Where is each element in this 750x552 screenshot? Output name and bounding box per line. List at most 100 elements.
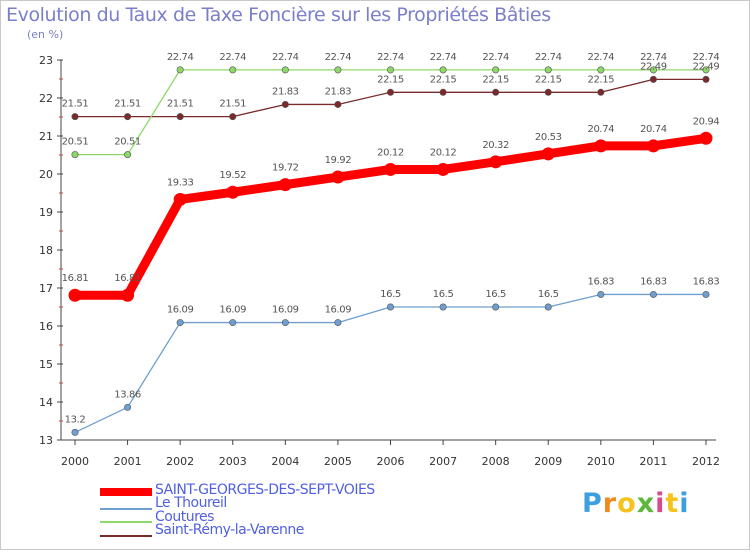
data-point — [226, 185, 240, 199]
data-label: 22.74 — [640, 52, 667, 63]
data-point — [597, 66, 605, 74]
x-tick-label: 2005 — [324, 455, 352, 468]
data-point — [278, 178, 292, 192]
data-point — [229, 319, 237, 327]
data-label: 16.09 — [167, 305, 194, 316]
data-point — [702, 75, 710, 83]
data-label: 22.74 — [588, 52, 615, 63]
x-tick-label: 2004 — [271, 455, 299, 468]
data-label: 21.83 — [325, 86, 352, 97]
data-point — [281, 319, 289, 327]
x-tick-label: 2009 — [534, 455, 562, 468]
legend-swatch-saint-georges — [100, 488, 152, 496]
data-point — [489, 155, 503, 169]
data-point — [544, 88, 552, 96]
data-point — [334, 319, 342, 327]
data-label: 22.74 — [693, 52, 720, 63]
logo-letter: i — [655, 488, 666, 519]
data-point — [702, 66, 710, 74]
data-point — [439, 66, 447, 74]
data-label: 16.09 — [325, 305, 352, 316]
y-tick-label: 18 — [39, 244, 53, 257]
y-tick-label: 22 — [39, 92, 53, 105]
data-label: 13.86 — [114, 389, 141, 400]
chart-subtitle: (en %) — [27, 28, 64, 41]
data-label: 21.51 — [167, 99, 194, 110]
data-point — [436, 162, 450, 176]
x-tick-label: 2008 — [482, 455, 510, 468]
data-point — [699, 131, 713, 145]
y-tick-label: 15 — [39, 358, 53, 371]
data-label: 16.5 — [380, 289, 401, 300]
data-point — [176, 66, 184, 74]
data-label: 16.5 — [538, 289, 559, 300]
data-label: 16.83 — [693, 276, 720, 287]
logo-letter: x — [636, 488, 656, 519]
logo-letter: i — [679, 488, 690, 519]
x-tick-label: 2003 — [219, 455, 247, 468]
y-tick-label: 13 — [39, 434, 53, 447]
data-point — [71, 428, 79, 436]
data-point — [646, 139, 660, 153]
data-label: 22.74 — [325, 52, 352, 63]
data-label: 16.83 — [640, 276, 667, 287]
data-point — [649, 290, 657, 298]
x-tick-label: 2007 — [429, 455, 457, 468]
data-label: 22.15 — [430, 74, 457, 85]
data-point — [544, 303, 552, 311]
legend-swatch-saint-remy — [100, 535, 152, 537]
data-label: 19.72 — [272, 163, 299, 174]
x-tick-label: 2012 — [692, 455, 720, 468]
data-label: 22.49 — [640, 61, 667, 72]
data-point — [121, 288, 135, 302]
data-label: 20.12 — [377, 147, 404, 158]
data-label: 21.51 — [62, 99, 89, 110]
legend-swatch-coutures — [100, 521, 152, 523]
x-tick-label: 2002 — [166, 455, 194, 468]
data-label: 22.74 — [167, 52, 194, 63]
data-label: 19.33 — [167, 177, 194, 188]
proxiti-logo: Proxiti — [582, 488, 690, 519]
data-label: 16.5 — [433, 289, 454, 300]
logo-letter: P — [582, 488, 603, 519]
logo-letter: t — [665, 488, 680, 519]
data-label: 21.83 — [272, 86, 299, 97]
data-point — [281, 100, 289, 108]
data-label: 22.74 — [535, 52, 562, 63]
data-point — [124, 113, 132, 121]
data-point — [229, 66, 237, 74]
data-label: 19.52 — [219, 170, 246, 181]
data-label: 21.51 — [114, 99, 141, 110]
y-tick-label: 14 — [39, 396, 53, 409]
y-tick-label: 16 — [39, 320, 53, 333]
data-label: 19.92 — [325, 155, 352, 166]
y-tick-label: 19 — [39, 206, 53, 219]
data-label: 16.81 — [62, 273, 89, 284]
data-point — [384, 162, 397, 176]
axes: 13 14 15 16 17 18 19 20 21 22 23 2000 2001 2002 2003 20… — [39, 54, 720, 468]
data-label: 20.32 — [482, 140, 509, 151]
data-point — [124, 403, 132, 411]
data-point — [594, 139, 608, 153]
data-label: 20.74 — [588, 124, 615, 135]
data-label: 16.09 — [219, 305, 246, 316]
data-point — [281, 66, 289, 74]
data-point — [176, 319, 184, 327]
data-label: 22.15 — [588, 74, 615, 85]
y-tick-label: 21 — [39, 130, 53, 143]
data-point — [334, 100, 342, 108]
data-point — [439, 88, 447, 96]
x-tick-label: 2000 — [61, 455, 89, 468]
data-label: 22.74 — [430, 52, 457, 63]
legend-label-le-thoureil: Le Thoureil — [155, 495, 227, 511]
logo-letter: r — [602, 488, 618, 519]
data-point — [176, 113, 184, 121]
data-point — [386, 88, 394, 96]
data-label: 22.15 — [377, 74, 404, 85]
data-point — [597, 88, 605, 96]
data-label: 22.49 — [693, 61, 720, 72]
data-label: 22.15 — [482, 74, 509, 85]
data-point — [386, 303, 394, 311]
